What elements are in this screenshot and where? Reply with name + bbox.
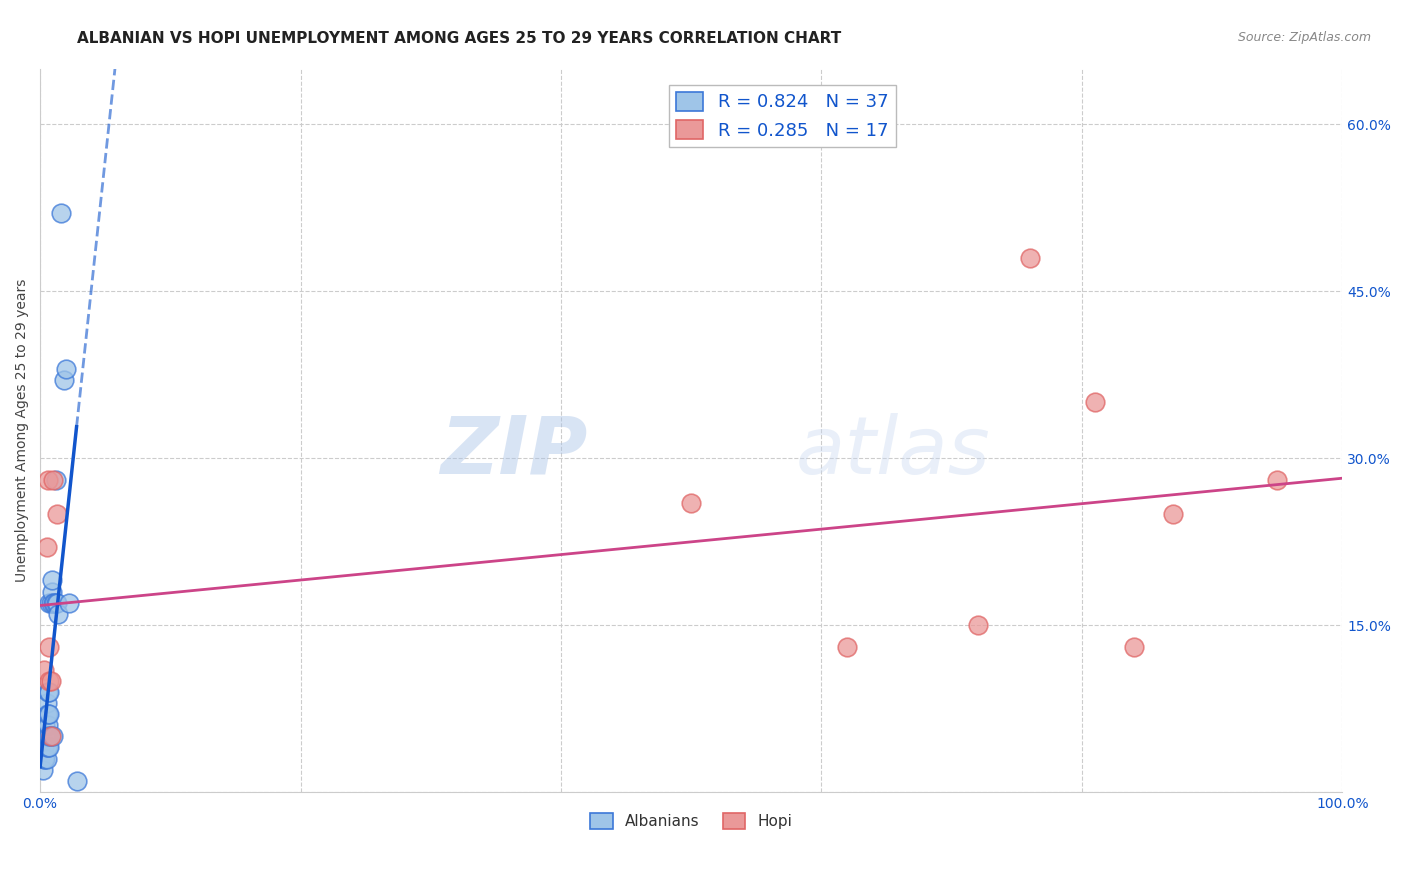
Point: [45, 596, 67, 610]
Point: [39, 729, 62, 743]
Point: [42, 596, 65, 610]
Point: [38, 740, 60, 755]
Text: Source: ZipAtlas.com: Source: ZipAtlas.com: [1237, 31, 1371, 45]
Point: [1265, 473, 1288, 487]
Point: [32, 740, 55, 755]
Point: [37, 707, 59, 722]
Point: [681, 495, 703, 509]
Point: [35, 540, 58, 554]
Point: [38, 640, 60, 655]
Point: [38, 729, 60, 743]
Point: [42, 729, 65, 743]
Point: [35, 729, 58, 743]
Point: [35, 740, 58, 755]
Point: [46, 507, 69, 521]
Point: [52, 373, 75, 387]
Point: [37, 473, 59, 487]
Point: [58, 596, 80, 610]
Point: [46, 596, 69, 610]
Point: [65, 773, 87, 788]
Point: [32, 663, 55, 677]
Point: [37, 729, 59, 743]
Point: [38, 707, 60, 722]
Y-axis label: Unemployment Among Ages 25 to 29 years: Unemployment Among Ages 25 to 29 years: [15, 278, 30, 582]
Point: [44, 596, 66, 610]
Point: [38, 685, 60, 699]
Point: [41, 574, 63, 588]
Point: [39, 596, 62, 610]
Point: [34, 718, 56, 732]
Point: [34, 751, 56, 765]
Point: [46, 607, 69, 621]
Text: ZIP: ZIP: [440, 413, 588, 491]
Point: [38, 673, 60, 688]
Point: [37, 740, 59, 755]
Point: [1161, 507, 1184, 521]
Text: atlas: atlas: [796, 413, 990, 491]
Point: [837, 640, 859, 655]
Legend: Albanians, Hopi: Albanians, Hopi: [583, 806, 799, 835]
Point: [55, 362, 77, 376]
Point: [1084, 395, 1107, 409]
Point: [31, 763, 53, 777]
Point: [35, 751, 58, 765]
Point: [42, 473, 65, 487]
Point: [35, 707, 58, 722]
Point: [49, 206, 72, 220]
Point: [35, 696, 58, 710]
Point: [34, 729, 56, 743]
Point: [32, 751, 55, 765]
Text: ALBANIAN VS HOPI UNEMPLOYMENT AMONG AGES 25 TO 29 YEARS CORRELATION CHART: ALBANIAN VS HOPI UNEMPLOYMENT AMONG AGES…: [77, 31, 842, 46]
Point: [38, 596, 60, 610]
Point: [45, 473, 67, 487]
Point: [37, 718, 59, 732]
Point: [1018, 251, 1040, 265]
Point: [39, 729, 62, 743]
Point: [37, 685, 59, 699]
Point: [1122, 640, 1144, 655]
Point: [39, 673, 62, 688]
Point: [41, 584, 63, 599]
Point: [966, 618, 988, 632]
